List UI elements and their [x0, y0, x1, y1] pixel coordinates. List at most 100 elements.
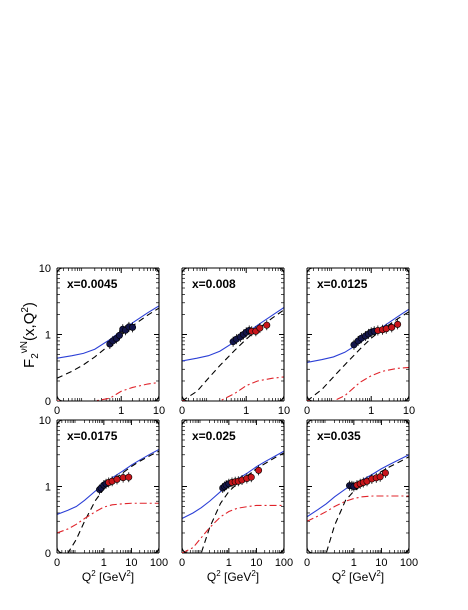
- x-axis-label-part: [GeV: [221, 570, 252, 584]
- series-line-dashdot: [182, 376, 284, 401]
- plot-area: [57, 305, 159, 401]
- panel-title: x=0.035: [317, 429, 361, 443]
- data-point-red: [263, 321, 271, 329]
- data-point-red: [388, 323, 396, 331]
- panel-title: x=0.0045: [67, 277, 118, 291]
- x-axis-label-part: [GeV: [96, 570, 127, 584]
- plot-area: [182, 450, 284, 553]
- x-tick-label: 0: [54, 405, 60, 417]
- panel-frame: [306, 419, 410, 554]
- series-line-dashdot: [307, 495, 409, 522]
- chart-panel: 0 1 10 x=0.008: [179, 267, 290, 417]
- x-axis-label-part: ]: [381, 570, 384, 584]
- x-tick-label: 0: [304, 405, 310, 417]
- series-line-solid: [182, 307, 284, 362]
- data-point-red: [394, 320, 402, 328]
- series-line-dashed: [182, 452, 284, 553]
- x-tick-label: 0: [179, 405, 185, 417]
- y-tick-label: 0: [45, 396, 51, 408]
- x-axis-label: Q2 [GeV2]: [332, 569, 384, 584]
- chart-panel: 0 1 10 0 1 10 x=0.0045: [39, 263, 165, 417]
- panel-title: x=0.008: [192, 277, 236, 291]
- x-tick-label: 10: [250, 557, 262, 569]
- series-line-dashdot: [182, 504, 284, 553]
- panel-frame: [181, 419, 285, 554]
- x-tick-label: 0: [54, 557, 60, 569]
- x-axis-label-part: ]: [256, 570, 259, 584]
- y-tick-label: 0: [45, 548, 51, 560]
- panel-frame: [56, 267, 160, 402]
- plot-area: [307, 308, 409, 401]
- x-tick-label: 1: [351, 557, 357, 569]
- figure-ylabel-sup: νN: [19, 341, 30, 353]
- series-line-dashed: [307, 311, 409, 401]
- x-tick-label: 100: [150, 557, 168, 569]
- x-tick-label: 1: [226, 557, 232, 569]
- series-line-solid: [57, 305, 159, 359]
- figure-ylabel-args: (x,Q: [21, 313, 38, 341]
- x-axis-label-part: Q: [207, 570, 216, 584]
- plot-area: [307, 454, 409, 553]
- panel-title: x=0.025: [192, 429, 236, 443]
- data-point-red: [247, 473, 255, 481]
- x-tick-label: 10: [403, 405, 415, 417]
- panel-title: x=0.0125: [317, 277, 368, 291]
- series-line-dashed: [307, 456, 409, 553]
- figure-ylabel-sub: 2: [30, 353, 41, 359]
- x-axis-label-part: 2: [126, 569, 131, 578]
- x-tick-label: 1: [368, 405, 374, 417]
- panel-frame: [306, 267, 410, 402]
- x-tick-label: 0: [179, 557, 185, 569]
- x-tick-label: 1: [101, 557, 107, 569]
- x-tick-label: 100: [400, 557, 418, 569]
- x-axis-label-part: ]: [131, 570, 134, 584]
- data-point-red: [381, 469, 389, 477]
- figure-ylabel-main: F: [21, 359, 38, 368]
- x-axis-label-part: Q: [82, 570, 91, 584]
- x-axis-label-part: [GeV: [346, 570, 377, 584]
- panel-frame: [56, 419, 160, 554]
- plot-area: [182, 307, 284, 401]
- data-point-red: [125, 473, 133, 481]
- x-axis-label-part: 2: [91, 569, 96, 578]
- y-tick-label: 1: [45, 482, 51, 494]
- chart-panel: 0 1 10 x=0.0125: [304, 267, 415, 417]
- x-axis-label-part: 2: [251, 569, 256, 578]
- series-line-solid: [307, 308, 409, 363]
- y-tick-label: 1: [45, 330, 51, 342]
- panel-frame: [181, 267, 285, 402]
- figure-ylabel-args-sup: 2: [20, 307, 31, 313]
- data-point-red: [376, 473, 384, 481]
- series-line-dashed: [57, 450, 159, 553]
- y-tick-label: 10: [39, 415, 51, 427]
- data-point-red: [255, 466, 263, 474]
- data-point-red: [113, 475, 121, 483]
- x-axis-label-part: Q: [332, 570, 341, 584]
- figure-ylabel: F2νN(x,Q2): [19, 302, 41, 368]
- figure-ylabel-close: ): [21, 302, 38, 307]
- plot-area: [57, 449, 159, 553]
- data-point-red: [256, 324, 264, 332]
- x-tick-label: 10: [153, 405, 165, 417]
- x-axis-label: Q2 [GeV2]: [207, 569, 259, 584]
- series-line-dashdot: [57, 502, 159, 534]
- x-axis-label: Q2 [GeV2]: [82, 569, 134, 584]
- series-line-dashed: [182, 309, 284, 401]
- x-axis-label-part: 2: [376, 569, 381, 578]
- y-tick-label: 10: [39, 263, 51, 275]
- data-point-dark: [129, 323, 137, 331]
- x-tick-label: 10: [375, 557, 387, 569]
- data-point-dark: [115, 331, 123, 339]
- panel-title: x=0.0175: [67, 429, 118, 443]
- x-tick-label: 10: [125, 557, 137, 569]
- x-tick-label: 10: [278, 405, 290, 417]
- series-line-dashdot: [307, 366, 409, 401]
- x-tick-label: 100: [275, 557, 293, 569]
- x-axis-label-part: 2: [341, 569, 346, 578]
